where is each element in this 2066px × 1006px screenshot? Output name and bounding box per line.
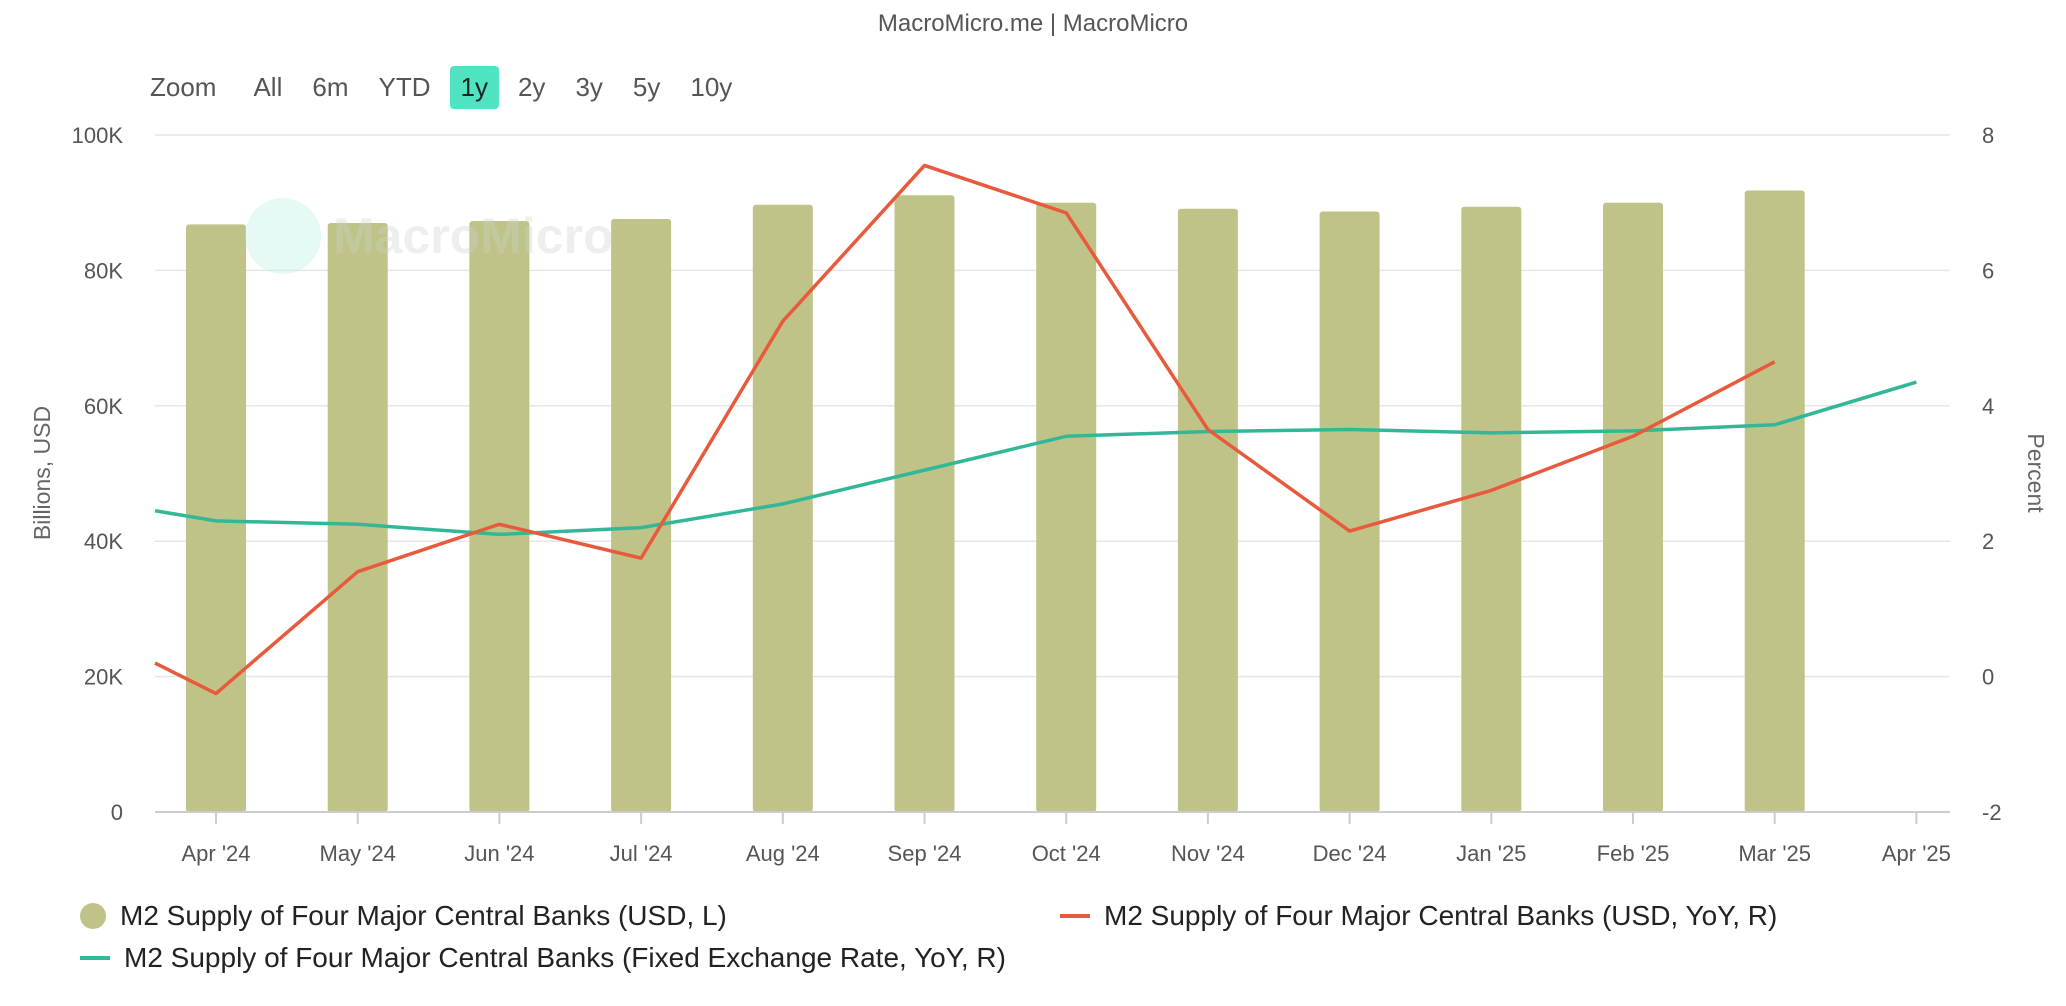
watermark-text: MacroMicro	[333, 208, 614, 264]
legend-label: M2 Supply of Four Major Central Banks (U…	[1104, 900, 1778, 931]
zoom-toolbar: Zoom All 6m YTD 1y 2y 3y 5y 10y	[150, 64, 751, 110]
macromicro-logo-icon	[245, 198, 321, 274]
usd-yoy-line	[154, 163, 1776, 696]
x-axis-tick-label: Sep '24	[888, 841, 962, 866]
legend-item-usd-yoy[interactable]: M2 Supply of Four Major Central Banks (U…	[1060, 900, 1777, 932]
fixed-exchange-yoy-line	[154, 380, 1917, 537]
bar	[611, 218, 672, 812]
right-axis-tick-label: 8	[1982, 123, 1994, 148]
legend-item-usd-level[interactable]: M2 Supply of Four Major Central Banks (U…	[80, 900, 727, 932]
bar	[1461, 206, 1522, 813]
right-axis-tick-label: 0	[1982, 665, 1994, 690]
right-axis-tick-label: 6	[1982, 258, 1994, 283]
right-axis-tick-label: 2	[1982, 529, 1994, 554]
zoom-2y-button[interactable]: 2y	[517, 71, 546, 102]
x-axis-tick-label: Jun '24	[464, 841, 534, 866]
x-axis-tick-label: May '24	[320, 841, 396, 866]
chart-source-title: MacroMicro.me | MacroMicro	[877, 10, 1189, 37]
bar	[1177, 208, 1238, 813]
bar-swatch-icon	[80, 903, 106, 929]
chart-plot: 0 20K 40K 60K 80K 100K -2 0 2 4 6 8 Apr '24 May '24 Ju…	[29, 123, 2049, 866]
watermark: MacroMicro	[245, 198, 614, 274]
zoom-1y-button[interactable]: 1y	[449, 65, 499, 109]
line-swatch-icon	[1060, 914, 1090, 918]
bar	[327, 223, 388, 812]
left-axis-title: Billions, USD	[29, 406, 55, 540]
right-axis-title: Percent	[2023, 433, 2049, 513]
bar	[186, 224, 246, 812]
left-axis-tick-label: 40K	[84, 529, 123, 554]
zoom-all-button[interactable]: All	[253, 71, 283, 102]
bar-series	[186, 190, 1805, 813]
bar	[752, 204, 813, 812]
x-axis-tick-label: Apr '24	[181, 841, 250, 866]
left-axis-tick-label: 0	[111, 800, 123, 825]
x-axis-tick-label: Mar '25	[1738, 841, 1811, 866]
zoom-3y-button[interactable]: 3y	[575, 71, 603, 102]
left-axis-tick-label: 100K	[72, 123, 124, 148]
x-axis-tick-label: Oct '24	[1032, 841, 1101, 866]
x-axis-tick-label: Apr '25	[1882, 841, 1951, 866]
bar	[894, 195, 955, 813]
x-axis-tick-label: Jul '24	[610, 841, 673, 866]
legend-item-fixed-yoy[interactable]: M2 Supply of Four Major Central Banks (F…	[80, 942, 1006, 974]
left-axis-tick-label: 80K	[84, 258, 123, 283]
zoom-6m-button[interactable]: 6m	[312, 71, 349, 102]
bar	[1744, 190, 1805, 812]
x-axis-tick-label: Aug '24	[746, 841, 820, 866]
zoom-10y-button[interactable]: 10y	[690, 71, 733, 102]
bar	[1036, 202, 1097, 812]
left-axis-tick-label: 60K	[84, 394, 123, 419]
line-series	[154, 163, 1917, 696]
zoom-label: Zoom	[150, 71, 217, 102]
left-axis-tick-label: 20K	[84, 665, 123, 690]
x-axis-tick-label: Jan '25	[1456, 841, 1526, 866]
line-swatch-icon	[80, 956, 110, 960]
right-axis-tick-label: 4	[1982, 394, 1994, 419]
bar	[1603, 202, 1663, 812]
zoom-ytd-button[interactable]: YTD	[378, 71, 431, 102]
x-axis-tick-label: Feb '25	[1597, 841, 1670, 866]
right-axis-tick-label: -2	[1982, 800, 2002, 825]
x-axis-tick-label: Nov '24	[1171, 841, 1245, 866]
axes: 0 20K 40K 60K 80K 100K -2 0 2 4 6 8 Apr '24 May '24 Ju…	[72, 123, 2002, 866]
bar	[469, 220, 530, 812]
legend-label: M2 Supply of Four Major Central Banks (F…	[124, 942, 1006, 973]
legend-label: M2 Supply of Four Major Central Banks (U…	[120, 900, 727, 931]
x-axis-tick-label: Dec '24	[1313, 841, 1387, 866]
zoom-5y-button[interactable]: 5y	[632, 71, 661, 102]
bar	[1319, 211, 1380, 813]
